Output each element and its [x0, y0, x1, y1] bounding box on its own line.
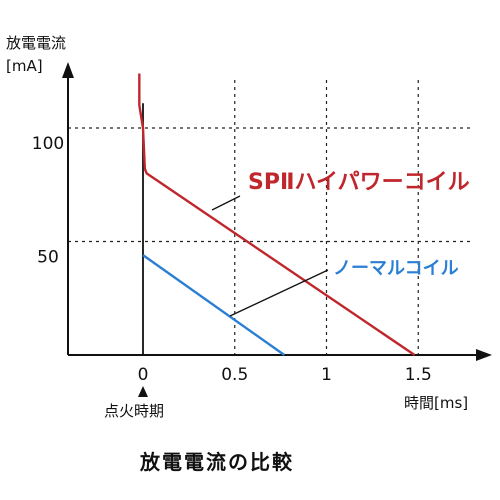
ignition-timing-label: 点火時期 — [104, 402, 165, 420]
series-lines — [138, 73, 416, 356]
y-axis-label-line1: 放電電流 — [6, 34, 67, 52]
x-tick-label: 0.5 — [221, 365, 248, 385]
leader-line-sp2 — [211, 195, 241, 211]
x-axis-arrow — [476, 349, 492, 361]
leader-line-normal — [229, 269, 329, 317]
axes — [62, 62, 492, 361]
grid-lines — [68, 80, 470, 355]
x-tick-label: 1.5 — [405, 365, 432, 385]
x-tick-label: 0 — [138, 365, 149, 385]
x-axis-label: 時間[ms] — [404, 394, 469, 412]
tick-labels: 0 0.5 1 1.5 50 100 — [32, 134, 432, 385]
chart-title: 放電電流の比較 — [140, 450, 294, 474]
markers — [138, 195, 329, 397]
series-line-1 — [138, 73, 416, 356]
series-label-normal: ノーマルコイル — [333, 258, 459, 279]
series-label-sp2: SPⅡハイパワーコイル — [248, 170, 470, 195]
y-tick-label: 50 — [37, 248, 59, 268]
ignition-marker-icon — [138, 386, 148, 397]
y-axis-arrow — [62, 62, 74, 78]
y-axis-label-line2: [mA] — [6, 57, 43, 75]
x-tick-label: 1 — [321, 365, 332, 385]
y-tick-label: 100 — [32, 134, 64, 154]
y-axis-label: 放電電流 [mA] — [6, 32, 66, 78]
series-line-2 — [142, 254, 285, 356]
